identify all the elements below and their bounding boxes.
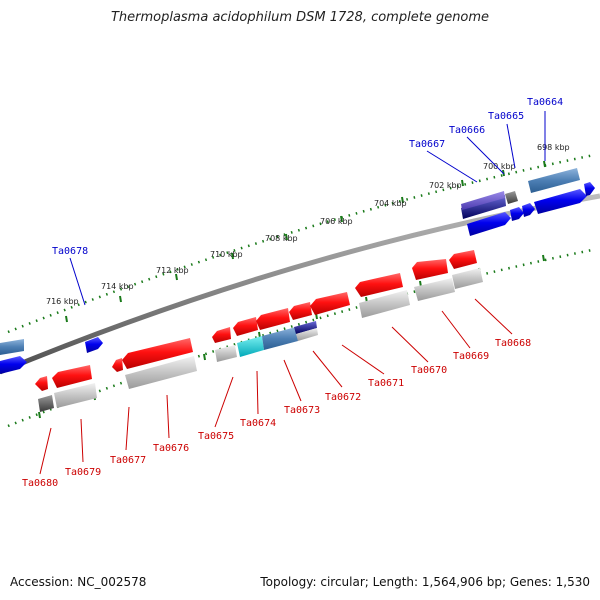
- gene-glyph[interactable]: [412, 259, 448, 280]
- gene-glyph[interactable]: [414, 278, 455, 301]
- gene-label-ta0671[interactable]: Ta0671: [368, 378, 404, 389]
- scale-label-704: 704 kbp: [374, 199, 407, 208]
- gene-glyph[interactable]: [262, 327, 298, 350]
- gene-glyph[interactable]: [212, 327, 231, 343]
- gene-glyph[interactable]: [522, 203, 535, 217]
- forward-gene-glyphs: [0, 168, 595, 374]
- gene-glyph[interactable]: [38, 395, 54, 412]
- gene-glyph[interactable]: [296, 328, 318, 341]
- scale-labels: 698 kbp 700 kbp 702 kbp 704 kbp 706 kbp …: [46, 143, 570, 306]
- gene-label-ta0667[interactable]: Ta0667: [409, 139, 445, 150]
- gene-glyph[interactable]: [35, 376, 48, 391]
- gene-label-ta0679[interactable]: Ta0679: [65, 467, 101, 478]
- scale-label-700: 700 kbp: [483, 162, 516, 171]
- genome-summary: Topology: circular; Length: 1,564,906 bp…: [260, 575, 590, 589]
- gene-glyph[interactable]: [355, 273, 403, 297]
- gene-label-ta0677[interactable]: Ta0677: [110, 455, 146, 466]
- scale-label-714: 714 kbp: [101, 282, 134, 291]
- gene-label-ta0674[interactable]: Ta0674: [240, 418, 276, 429]
- gene-glyph[interactable]: [289, 302, 312, 320]
- gene-label-ta0665[interactable]: Ta0665: [488, 111, 524, 122]
- gene-label-ta0676[interactable]: Ta0676: [153, 443, 189, 454]
- gene-glyph[interactable]: [310, 292, 350, 315]
- scale-label-702: 702 kbp: [429, 181, 462, 190]
- gene-label-ta0664[interactable]: Ta0664: [527, 97, 563, 108]
- scale-label-716: 716 kbp: [46, 297, 79, 306]
- gene-label-ta0673[interactable]: Ta0673: [284, 405, 320, 416]
- gene-label-ta0672[interactable]: Ta0672: [325, 392, 361, 403]
- gene-glyph[interactable]: [54, 383, 97, 408]
- gene-glyph[interactable]: [467, 212, 511, 236]
- gene-glyph[interactable]: [294, 321, 317, 334]
- gene-glyph[interactable]: [510, 207, 524, 221]
- gene-glyph[interactable]: [0, 356, 27, 374]
- gene-glyph[interactable]: [237, 336, 264, 357]
- scale-label-706: 706 kbp: [320, 217, 353, 226]
- gene-glyph[interactable]: [112, 358, 123, 372]
- forward-leader-lines: [69, 111, 546, 306]
- gene-glyph[interactable]: [534, 189, 587, 214]
- gene-label-ta0668[interactable]: Ta0668: [495, 338, 531, 349]
- reverse-gene-glyphs: [35, 250, 483, 412]
- gene-glyph[interactable]: [233, 317, 258, 336]
- reverse-leader-lines: [39, 298, 513, 475]
- gene-glyph[interactable]: [461, 191, 505, 210]
- gene-label-ta0680[interactable]: Ta0680: [22, 478, 58, 489]
- gene-label-ta0678[interactable]: Ta0678: [52, 246, 88, 257]
- gene-label-ta0669[interactable]: Ta0669: [453, 351, 489, 362]
- gene-glyph[interactable]: [85, 337, 103, 353]
- gene-glyph[interactable]: [256, 308, 290, 330]
- gene-label-ta0666[interactable]: Ta0666: [449, 125, 485, 136]
- gene-glyph[interactable]: [215, 345, 237, 362]
- gene-glyph[interactable]: [505, 191, 518, 204]
- scale-label-710: 710 kbp: [210, 250, 243, 259]
- gene-glyph[interactable]: [0, 339, 24, 355]
- gene-label-ta0675[interactable]: Ta0675: [198, 431, 234, 442]
- gene-glyph[interactable]: [52, 365, 92, 388]
- gene-glyph[interactable]: [449, 250, 477, 269]
- gene-glyph[interactable]: [125, 356, 197, 389]
- gene-glyph[interactable]: [461, 195, 506, 219]
- accession-label: Accession: NC_002578: [10, 575, 147, 589]
- gene-glyph[interactable]: [359, 290, 410, 318]
- gene-glyph[interactable]: [584, 182, 595, 196]
- gene-glyph[interactable]: [528, 168, 580, 193]
- gene-label-ta0670[interactable]: Ta0670: [411, 365, 447, 376]
- scale-label-708: 708 kbp: [265, 234, 298, 243]
- scale-label-698: 698 kbp: [537, 143, 570, 152]
- gene-glyph[interactable]: [452, 268, 483, 289]
- scale-label-712: 712 kbp: [156, 266, 189, 275]
- gene-glyph[interactable]: [122, 338, 193, 369]
- forward-gene-labels: Ta0664 Ta0665 Ta0666 Ta0667 Ta0678: [52, 97, 563, 257]
- reverse-gene-labels: Ta0668 Ta0669 Ta0670 Ta0671 Ta0672 Ta067…: [22, 338, 531, 489]
- map-title: Thermoplasma acidophilum DSM 1728, compl…: [110, 10, 490, 25]
